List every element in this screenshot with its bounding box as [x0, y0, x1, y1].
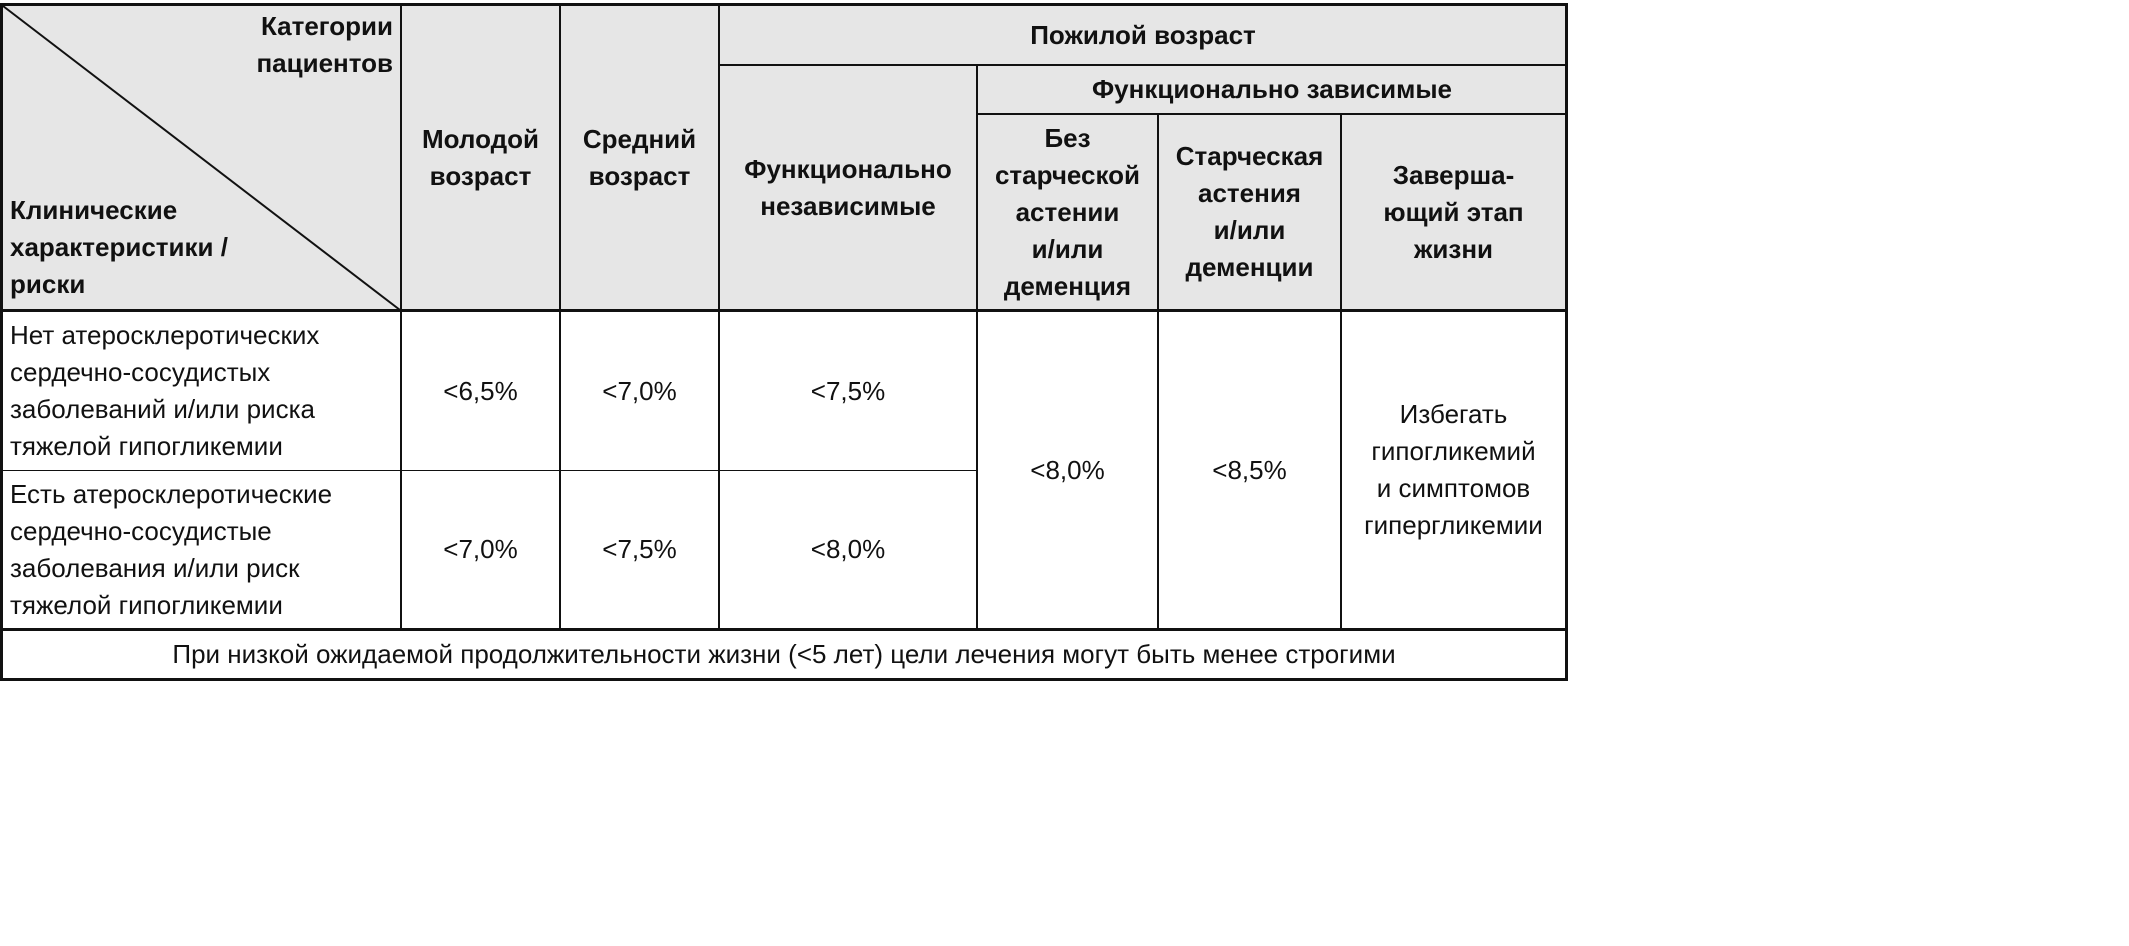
footer-note: При низкой ожидаемой продолжительности ж…	[172, 639, 1396, 669]
row-2-young: <7,0%	[443, 534, 518, 564]
header-end-of-life: Заверша- ющий этап жизни	[1383, 159, 1524, 264]
line-header-bottom	[0, 309, 1568, 312]
line-footer-top	[0, 628, 1568, 631]
row-1-independent: <7,5%	[810, 375, 886, 406]
row-2-independent: <8,0%	[810, 534, 886, 564]
merged-no-frailty: <8,0%	[1030, 454, 1105, 485]
line-col-2	[559, 4, 561, 630]
header-background	[2, 4, 1566, 311]
header-functionally-dependent: Функционально зависимые	[1091, 74, 1453, 104]
hba1c-targets-table: Категории пациентов Клинические характер…	[0, 3, 1568, 681]
row-2-label: Есть атеросклеротические сердечно-сосуди…	[10, 478, 333, 620]
line-dependent-bottom	[977, 113, 1566, 115]
header-no-frailty: Без старческой астении и/или деменция	[994, 122, 1141, 301]
row-1-label: Нет атеросклеротических сердечно-сосудис…	[10, 320, 320, 461]
border-top	[0, 3, 1568, 6]
border-left	[0, 3, 3, 681]
header-frailty: Старческая астения и/или деменции	[1175, 141, 1324, 282]
corner-diagonal-line	[2, 5, 401, 311]
merged-end-of-life: Избегать гипогликемий и симптомов гиперг…	[1364, 399, 1543, 540]
line-col-6	[1340, 114, 1342, 630]
header-elderly: Пожилой возраст	[1030, 19, 1256, 50]
header-middle: Средний возраст	[582, 123, 697, 191]
border-right	[1565, 3, 1568, 681]
row-1-young: <6,5%	[443, 375, 518, 406]
row-2-middle: <7,5%	[602, 534, 677, 564]
corner-bottom-label: Клинические характеристики / риски	[10, 195, 228, 299]
line-col-3	[718, 4, 720, 630]
border-bottom	[0, 678, 1568, 681]
line-row-separator	[0, 470, 978, 471]
corner-top-label: Категории пациентов	[256, 11, 393, 78]
line-col-1	[400, 4, 402, 630]
line-col-5	[1157, 114, 1159, 630]
line-col-4	[976, 65, 978, 630]
row-1-middle: <7,0%	[602, 375, 677, 406]
merged-frailty: <8,5%	[1212, 454, 1287, 485]
header-functionally-independent: Функционально независимые	[744, 153, 952, 221]
header-young: Молодой возраст	[422, 123, 539, 191]
line-elderly-bottom	[718, 64, 1566, 66]
